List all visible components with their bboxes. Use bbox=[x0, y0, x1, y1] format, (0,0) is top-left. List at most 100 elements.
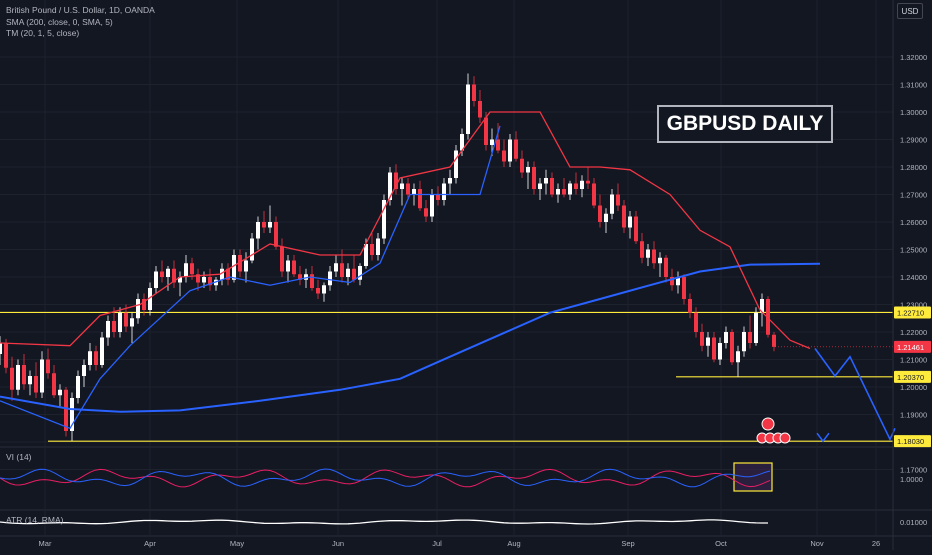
candle-body bbox=[112, 321, 116, 332]
vi-indicator-label[interactable]: VI (14) bbox=[6, 452, 32, 462]
candle-body bbox=[436, 194, 440, 200]
candle-body bbox=[298, 274, 302, 280]
candle-body bbox=[76, 376, 80, 398]
y-tick-label: 1.30000 bbox=[900, 108, 927, 117]
candle-body bbox=[424, 208, 428, 217]
candle-body bbox=[118, 312, 122, 332]
candle-body bbox=[520, 158, 524, 173]
candle-body bbox=[694, 312, 698, 332]
candle-body bbox=[454, 150, 458, 178]
candle-body bbox=[550, 178, 554, 195]
x-tick-label: Jul bbox=[432, 539, 442, 548]
candle-body bbox=[130, 318, 134, 327]
sma-indicator-label[interactable]: SMA (200, close, 0, SMA, 5) bbox=[6, 17, 113, 27]
candle-body bbox=[358, 266, 362, 280]
candle-body bbox=[754, 312, 758, 343]
y-tick-label: 1.20000 bbox=[900, 383, 927, 392]
candle-body bbox=[82, 365, 86, 376]
candle-body bbox=[724, 332, 728, 343]
candle-body bbox=[526, 167, 530, 173]
y-tick-label: 1.27000 bbox=[900, 191, 927, 200]
candle-body bbox=[178, 277, 182, 283]
candle-body bbox=[652, 249, 656, 264]
y-tick-label: 1.31000 bbox=[900, 81, 927, 90]
candle-body bbox=[370, 244, 374, 255]
projection-path bbox=[814, 348, 896, 443]
projection-arrowhead bbox=[816, 432, 830, 443]
vi-plus-line bbox=[0, 468, 771, 488]
atr-line bbox=[0, 519, 768, 525]
candle-body bbox=[34, 376, 38, 393]
candle-body bbox=[274, 222, 278, 247]
atr-indicator-label[interactable]: ATR (14, RMA) bbox=[6, 515, 64, 525]
candle-body bbox=[172, 268, 176, 283]
grid bbox=[0, 0, 932, 537]
candle-body bbox=[616, 194, 620, 206]
y-tick-label: 1.23000 bbox=[900, 301, 927, 310]
y-tick-label: 1.24000 bbox=[900, 273, 927, 282]
candle-body bbox=[670, 277, 674, 286]
candle-body bbox=[10, 367, 14, 390]
x-tick-label: Apr bbox=[144, 539, 156, 548]
candle-body bbox=[232, 255, 236, 280]
candle-body bbox=[70, 398, 74, 431]
candle-body bbox=[400, 183, 404, 189]
candle-body bbox=[484, 117, 488, 145]
candle-body bbox=[394, 172, 398, 189]
candle-body bbox=[16, 365, 20, 390]
candle-body bbox=[100, 337, 104, 365]
candle-body bbox=[196, 274, 200, 283]
level-price-tag bbox=[894, 435, 931, 448]
candle-body bbox=[742, 332, 746, 352]
candle-body bbox=[688, 299, 692, 313]
candle-body bbox=[442, 183, 446, 200]
candle-body bbox=[328, 271, 332, 286]
candle-body bbox=[94, 351, 98, 365]
candle-body bbox=[508, 139, 512, 162]
candle-body bbox=[586, 180, 590, 184]
candle-body bbox=[4, 343, 8, 368]
candle-body bbox=[730, 332, 734, 363]
us-flag-icon[interactable] bbox=[779, 432, 791, 444]
candle-body bbox=[562, 189, 566, 195]
uk-flag-icon[interactable] bbox=[761, 417, 775, 431]
candle-body bbox=[622, 205, 626, 228]
tm-indicator-label[interactable]: TM (20, 1, 5, close) bbox=[6, 28, 80, 38]
last-price-label: 1.21461 bbox=[897, 343, 924, 352]
x-tick-label: Mar bbox=[39, 539, 52, 548]
y-tick-label: 1.29000 bbox=[900, 136, 927, 145]
candle-body bbox=[568, 183, 572, 195]
candle-body bbox=[220, 268, 224, 280]
candle-body bbox=[760, 299, 764, 313]
candle-body bbox=[190, 263, 194, 275]
price-axis: 1.32000 1.31000 1.30000 1.29000 1.28000 1.270… bbox=[892, 0, 931, 550]
vortex-indicator-pane: 1.0000 bbox=[0, 462, 923, 492]
x-tick-label: Nov bbox=[810, 539, 824, 548]
y-tick-label: 1.25000 bbox=[900, 246, 927, 255]
candle-body bbox=[64, 389, 68, 431]
candle-body bbox=[58, 389, 62, 396]
y-tick-label: 1.26000 bbox=[900, 218, 927, 227]
candle-body bbox=[496, 139, 500, 151]
candle-body bbox=[238, 255, 242, 272]
candle-body bbox=[412, 189, 416, 195]
y-tick-label: 1.17000 bbox=[900, 466, 927, 475]
symbol-title[interactable]: British Pound / U.S. Dollar, 1D, OANDA bbox=[6, 5, 155, 15]
x-tick-label: Aug bbox=[507, 539, 520, 548]
indicator-series-line bbox=[0, 111, 811, 350]
candle-body bbox=[628, 216, 632, 228]
indicator-lines bbox=[0, 111, 821, 430]
currency-button[interactable]: USD bbox=[897, 3, 923, 19]
x-tick-label: Jun bbox=[332, 539, 344, 548]
candle-body bbox=[406, 183, 410, 195]
candle-body bbox=[286, 260, 290, 272]
vi-minus-line bbox=[0, 468, 771, 488]
candle-body bbox=[610, 194, 614, 214]
candle-body bbox=[664, 257, 668, 277]
candle-body bbox=[0, 343, 2, 354]
candle-body bbox=[322, 285, 326, 294]
candle-body bbox=[22, 365, 26, 385]
candle-body bbox=[574, 183, 578, 189]
